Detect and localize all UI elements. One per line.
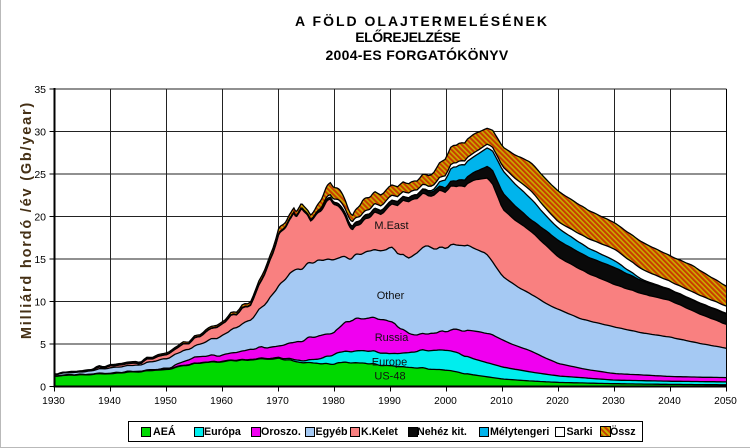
svg-text:1950: 1950: [154, 396, 177, 407]
svg-text:2030: 2030: [602, 396, 625, 407]
svg-text:M.East: M.East: [374, 220, 408, 232]
svg-text:1980: 1980: [322, 396, 345, 407]
svg-text:2000: 2000: [434, 396, 457, 407]
svg-text:1960: 1960: [210, 396, 233, 407]
svg-text:5: 5: [40, 339, 46, 351]
svg-text:2050: 2050: [714, 396, 737, 407]
svg-text:2040: 2040: [658, 396, 681, 407]
svg-text:0: 0: [40, 382, 46, 394]
svg-text:1930: 1930: [42, 396, 65, 407]
svg-text:2020: 2020: [546, 396, 569, 407]
svg-text:15: 15: [34, 254, 46, 266]
svg-text:US-48: US-48: [374, 371, 405, 383]
svg-text:35: 35: [34, 84, 46, 96]
svg-text:Russia: Russia: [375, 332, 410, 344]
svg-text:1970: 1970: [266, 396, 289, 407]
svg-text:1990: 1990: [378, 396, 401, 407]
svg-text:Europe: Europe: [372, 357, 407, 369]
svg-text:10: 10: [34, 297, 46, 309]
svg-text:20: 20: [34, 212, 46, 224]
svg-text:Other: Other: [377, 290, 405, 302]
svg-text:30: 30: [34, 127, 46, 139]
svg-text:2010: 2010: [490, 396, 513, 407]
svg-text:1940: 1940: [98, 396, 121, 407]
svg-text:25: 25: [34, 169, 46, 181]
